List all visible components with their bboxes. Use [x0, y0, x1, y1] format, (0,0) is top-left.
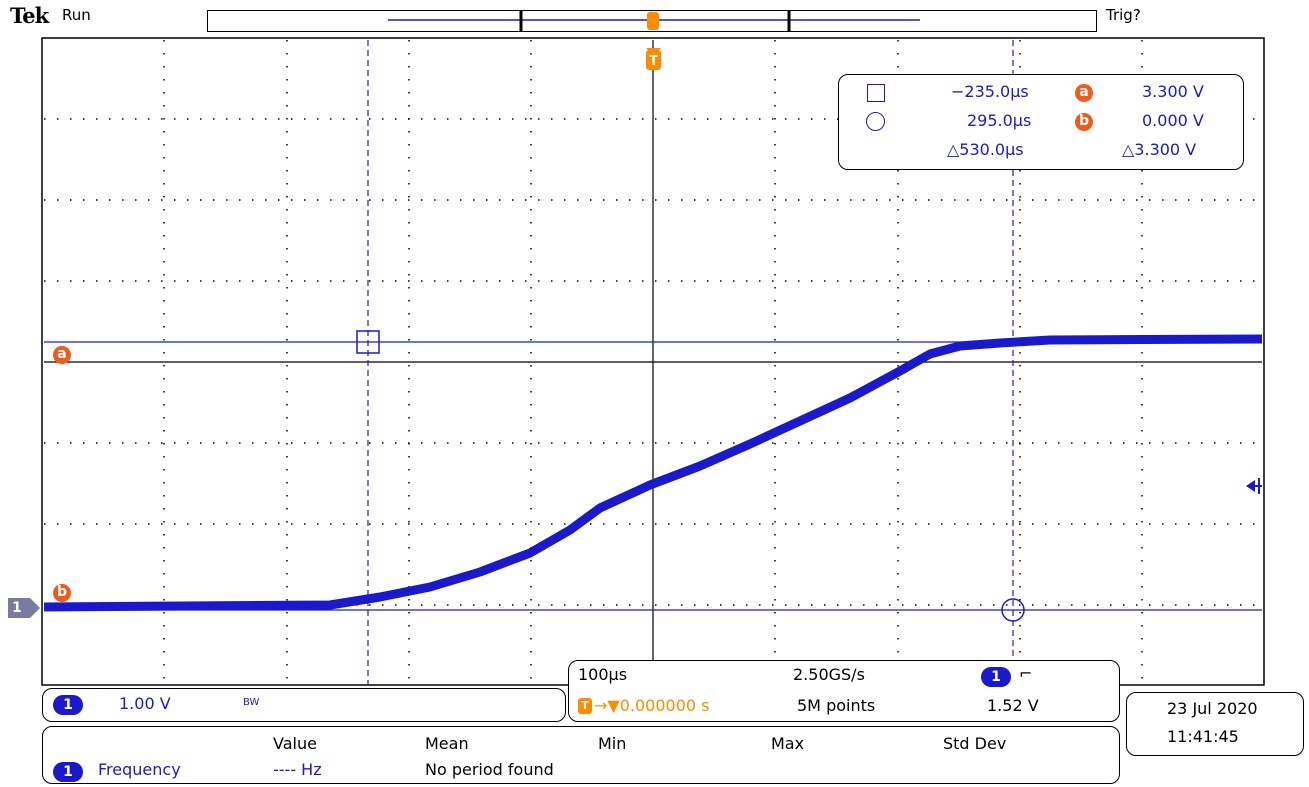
datetime-panel: 23 Jul 2020 11:41:45: [1126, 692, 1304, 756]
ref-b-marker[interactable]: b: [53, 584, 71, 602]
cursor-b-time: 295.0µs: [967, 111, 1032, 130]
ref-a-marker[interactable]: a: [53, 346, 71, 364]
cursor-a-level: 3.300 V: [1142, 82, 1204, 101]
trigger-marker-label: T: [649, 54, 658, 69]
date-display: 23 Jul 2020: [1167, 699, 1258, 718]
col-header-max: Max: [771, 734, 805, 753]
trigger-position-marker[interactable]: [646, 12, 661, 70]
measurement-value: ---- Hz: [273, 760, 322, 779]
measurement-name[interactable]: Frequency: [98, 760, 181, 779]
ch1-waveform-trace: [43, 334, 1263, 612]
cursor-a-square-icon: [867, 84, 885, 102]
measurement-status: No period found: [425, 760, 554, 779]
col-header-std-dev: Std Dev: [943, 734, 1007, 753]
trigger-level-arrow-icon: [1246, 478, 1262, 494]
cursor-b-level: 0.000 V: [1142, 111, 1204, 130]
delta-time: △530.0µs: [947, 140, 1024, 159]
ch1-ground-marker[interactable]: [8, 598, 40, 618]
delta-level: △3.300 V: [1122, 140, 1197, 159]
measurement-ch1-badge: 1: [53, 762, 83, 782]
record-length: 5M points: [797, 696, 876, 715]
brand-logo: Tek: [10, 3, 49, 28]
horizontal-scale[interactable]: 100µs: [578, 665, 628, 684]
trigger-slope-icon: ⌐: [1019, 664, 1033, 683]
channel-info-panel[interactable]: 1 1.00 V BW: [42, 688, 566, 722]
bandwidth-limit-icon: BW: [243, 697, 260, 708]
trigger-position-icon: T: [578, 698, 592, 714]
cursor-b-circle-icon: [866, 112, 885, 131]
trigger-level[interactable]: 1.52 V: [987, 696, 1039, 715]
timebase-trigger-panel[interactable]: 100µs 2.50GS/s 1 ⌐ T →▼0.000000 s 5M poi…: [568, 660, 1120, 722]
acquisition-state: Run: [62, 6, 91, 24]
ch1-badge: 1: [53, 695, 83, 715]
cursor-a-square-marker: [356, 330, 380, 354]
trigger-position: →▼0.000000 s: [594, 696, 710, 715]
cursor-a-time: −235.0µs: [951, 82, 1029, 101]
col-header-mean: Mean: [425, 734, 469, 753]
col-header-value: Value: [273, 734, 317, 753]
trigger-source-badge: 1: [981, 667, 1011, 687]
cursor-b-circle-marker: [1001, 598, 1025, 622]
trigger-status: Trig?: [1106, 6, 1141, 24]
time-display: 11:41:45: [1167, 727, 1239, 746]
ch1-vertical-scale[interactable]: 1.00 V: [119, 694, 171, 713]
sample-rate: 2.50GS/s: [793, 665, 865, 684]
cursor-b-badge: b: [1075, 113, 1093, 131]
cursor-readout-panel: −235.0µs 295.0µs △530.0µs a b 3.300 V 0.…: [838, 74, 1244, 170]
ch1-ground-label: 1: [12, 600, 22, 616]
cursor-a-badge: a: [1075, 84, 1093, 102]
col-header-min: Min: [598, 734, 627, 753]
measurement-panel: Value Mean Min Max Std Dev 1 Frequency -…: [42, 726, 1120, 784]
